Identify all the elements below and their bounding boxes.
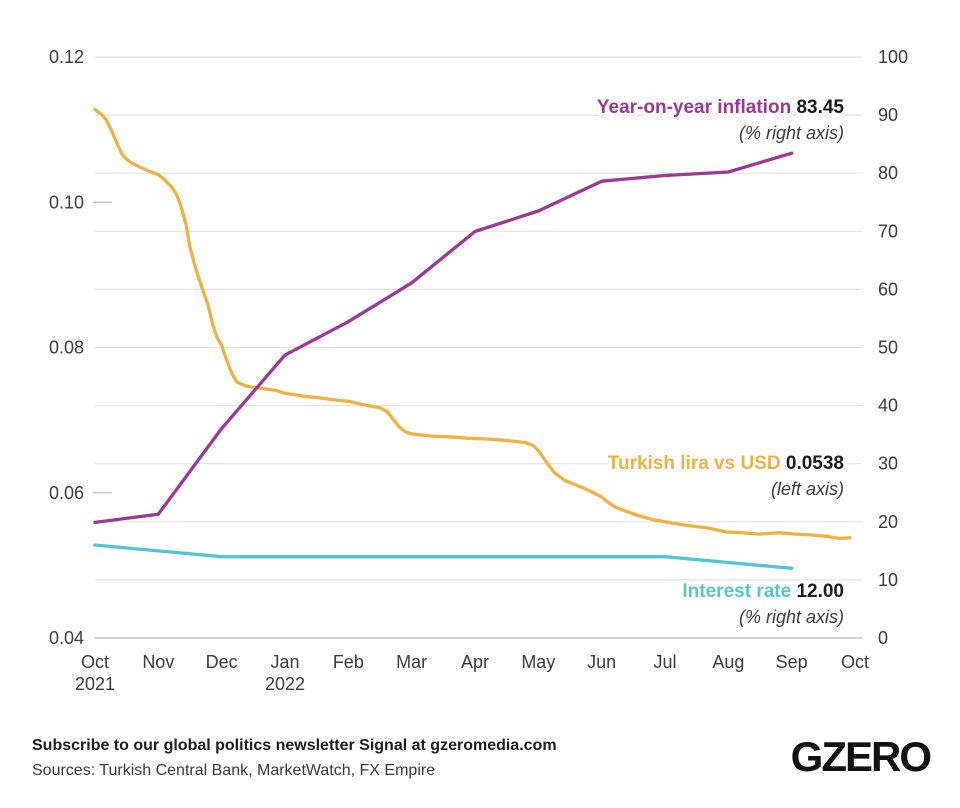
x-axis-tick-label: Aug: [712, 652, 744, 672]
right-axis-tick-label: 80: [878, 163, 898, 183]
x-axis-tick-label: Jun: [587, 652, 616, 672]
series-axis-caption-turkish-lira-vs-usd: (left axis): [771, 479, 844, 499]
right-axis-tick-label: 60: [878, 279, 898, 299]
left-axis-tick-label: 0.12: [49, 47, 84, 67]
series-line-turkish-lira-vs-usd: [93, 107, 852, 541]
right-axis-tick-label: 10: [878, 570, 898, 590]
left-axis-tick-label: 0.06: [49, 483, 84, 503]
footer: Subscribe to our global politics newslet…: [0, 700, 960, 784]
right-axis-tick-label: 90: [878, 105, 898, 125]
right-axis-tick-label: 30: [878, 454, 898, 474]
left-axis-tick-label: 0.10: [49, 192, 84, 212]
x-axis-tick-label: May: [521, 652, 555, 672]
right-axis-tick-label: 0: [878, 628, 888, 648]
series-axis-caption-year-on-year-inflation: (% right axis): [739, 123, 844, 143]
x-axis-year-label: 2022: [265, 674, 305, 694]
series-value-label: 83.45: [796, 97, 844, 118]
gzero-logo: GZERO: [790, 733, 932, 780]
x-axis-tick-label: Oct: [81, 652, 109, 672]
right-axis-tick-label: 40: [878, 396, 898, 416]
x-axis-tick-label: Apr: [461, 652, 489, 672]
x-axis-tick-label: Nov: [142, 652, 174, 672]
x-axis-tick-label: Oct: [841, 652, 869, 672]
series-name-label: Interest rate: [682, 581, 796, 602]
left-axis-tick-label: 0.04: [49, 628, 84, 648]
footer-sources-text: Sources: Turkish Central Bank, MarketWat…: [32, 761, 436, 779]
series-line-year-on-year-inflation: [93, 151, 794, 525]
series-label-year-on-year-inflation: Year-on-year inflation 83.45: [597, 97, 845, 118]
series-name-label: Turkish lira vs USD: [608, 453, 786, 474]
right-axis-tick-label: 50: [878, 338, 898, 358]
series-value-label: 0.0538: [786, 453, 844, 474]
series-label-turkish-lira-vs-usd: Turkish lira vs USD 0.0538: [608, 453, 844, 474]
left-axis-tick-label: 0.08: [49, 338, 84, 358]
right-axis-tick-label: 70: [878, 221, 898, 241]
x-axis-tick-label: Dec: [206, 652, 238, 672]
footer-subscribe-text: Subscribe to our global politics newslet…: [32, 737, 557, 754]
series-name-label: Year-on-year inflation: [597, 97, 797, 118]
x-axis-tick-label: Jan: [270, 652, 299, 672]
footer-text-block: Subscribe to our global politics newslet…: [32, 734, 557, 784]
series-axis-caption-interest-rate: (% right axis): [739, 607, 844, 627]
line-chart: 0.120.100.080.060.0410090807060504030201…: [49, 47, 908, 694]
right-axis-tick-label: 100: [878, 47, 908, 67]
x-axis-year-label: 2021: [75, 674, 115, 694]
series-value-label: 12.00: [796, 581, 844, 602]
x-axis-tick-label: Jul: [653, 652, 676, 672]
series-label-interest-rate: Interest rate 12.00: [682, 581, 844, 602]
right-axis-tick-label: 20: [878, 512, 898, 532]
x-axis-tick-label: Mar: [396, 652, 427, 672]
x-axis-tick-label: Sep: [776, 652, 808, 672]
x-axis-tick-label: Feb: [333, 652, 364, 672]
series-line-interest-rate: [93, 543, 794, 570]
